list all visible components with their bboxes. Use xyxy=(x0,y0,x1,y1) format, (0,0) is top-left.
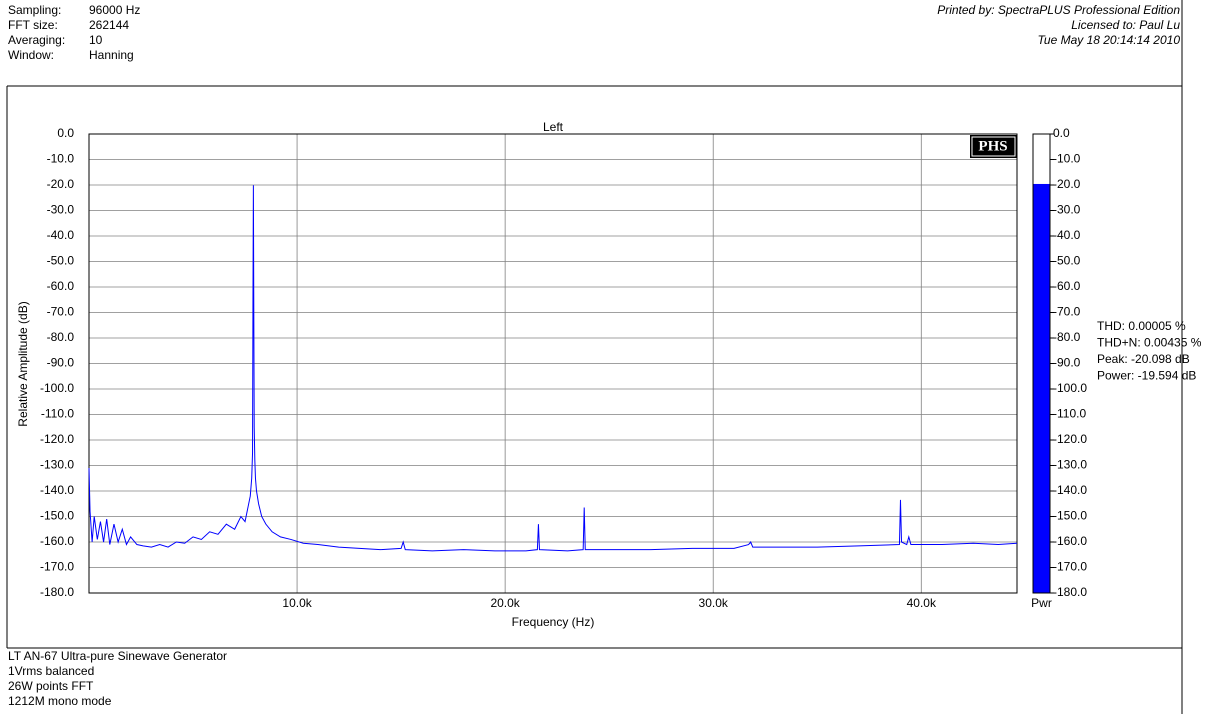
y-tick-label: -160.0 xyxy=(40,534,74,548)
x-tick-label: 20.0k xyxy=(490,596,520,610)
y-tick-label: -80.0 xyxy=(47,330,75,344)
stat: THD+N: 0.00435 % xyxy=(1097,336,1202,350)
y-tick-label: 0.0 xyxy=(57,126,74,140)
stat: THD: 0.00005 % xyxy=(1097,319,1186,333)
meter-tick-label: -40.0 xyxy=(1053,228,1081,242)
meter-tick-label: -50.0 xyxy=(1053,254,1081,268)
header-value: 96000 Hz xyxy=(89,3,140,17)
meter-label: Pwr xyxy=(1031,596,1052,610)
y-tick-label: -180.0 xyxy=(40,585,74,599)
meter-tick-label: -100.0 xyxy=(1053,381,1087,395)
meter-tick-label: -170.0 xyxy=(1053,560,1087,574)
header-label: Window: xyxy=(8,48,54,62)
logo-box xyxy=(970,135,1017,158)
stat: Peak: -20.098 dB xyxy=(1097,352,1190,366)
footer-line: 1Vrms balanced xyxy=(8,664,94,678)
y-tick-label: -130.0 xyxy=(40,458,74,472)
y-tick-label: -20.0 xyxy=(47,177,75,191)
footer-line: LT AN-67 Ultra-pure Sinewave Generator xyxy=(8,649,227,663)
meter-bar xyxy=(1033,183,1050,593)
header-label: Sampling: xyxy=(8,3,61,17)
meter-tick-label: -110.0 xyxy=(1053,407,1086,421)
meter-tick-label: -160.0 xyxy=(1053,534,1087,548)
y-tick-label: -70.0 xyxy=(47,305,75,319)
plot-frame xyxy=(88,133,1018,594)
y-tick-label: -110.0 xyxy=(41,407,74,421)
meter-tick-label: -140.0 xyxy=(1053,483,1087,497)
y-tick-label: -10.0 xyxy=(47,152,75,166)
x-tick-label: 10.0k xyxy=(282,596,312,610)
y-tick-label: -150.0 xyxy=(40,509,74,523)
y-tick-label: -50.0 xyxy=(47,254,75,268)
meter-tick-label: -70.0 xyxy=(1053,305,1081,319)
header-value: 10 xyxy=(89,33,103,47)
logo: PHS xyxy=(978,138,1007,154)
y-tick-label: -30.0 xyxy=(47,203,75,217)
y-tick-label: -40.0 xyxy=(47,228,75,242)
meter-tick-label: 0.0 xyxy=(1053,126,1070,140)
y-tick-label: -140.0 xyxy=(40,483,74,497)
header-label: FFT size: xyxy=(8,18,58,32)
logo-border xyxy=(971,136,1016,157)
y-axis-label: Relative Amplitude (dB) xyxy=(16,301,30,426)
meter-tick-label: -60.0 xyxy=(1053,279,1081,293)
meter-tick-label: -30.0 xyxy=(1053,203,1081,217)
meter-tick-label: -20.0 xyxy=(1053,177,1081,191)
x-axis-label: Frequency (Hz) xyxy=(512,615,595,629)
meter-tick-label: -150.0 xyxy=(1053,509,1087,523)
y-tick-label: -120.0 xyxy=(40,432,74,446)
meter-frame xyxy=(1032,133,1051,594)
meter-tick-label: -80.0 xyxy=(1053,330,1081,344)
y-tick-label: -100.0 xyxy=(40,381,74,395)
spectrum-line xyxy=(88,185,1018,552)
meter-tick-label: -10.0 xyxy=(1053,152,1081,166)
x-tick-label: 30.0k xyxy=(699,596,729,610)
y-tick-label: -60.0 xyxy=(47,279,75,293)
header-info: Printed by: SpectraPLUS Professional Edi… xyxy=(937,3,1180,17)
meter-tick-label: -120.0 xyxy=(1053,432,1087,446)
header-label: Averaging: xyxy=(8,33,65,47)
stat: Power: -19.594 dB xyxy=(1097,369,1196,383)
y-tick-label: -90.0 xyxy=(47,356,75,370)
footer-line: 1212M mono mode xyxy=(8,694,112,708)
chart-title: Left xyxy=(543,120,564,134)
meter-tick-label: -180.0 xyxy=(1053,585,1087,599)
header-value: Hanning xyxy=(89,48,134,62)
header-info: Licensed to: Paul Lu xyxy=(1071,18,1180,32)
footer-line: 26W points FFT xyxy=(8,679,94,693)
header-info: Tue May 18 20:14:14 2010 xyxy=(1037,33,1180,47)
y-tick-label: -170.0 xyxy=(40,560,74,574)
x-tick-label: 40.0k xyxy=(907,596,937,610)
header-value: 262144 xyxy=(89,18,129,32)
meter-tick-label: -90.0 xyxy=(1053,356,1081,370)
meter-tick-label: -130.0 xyxy=(1053,458,1087,472)
